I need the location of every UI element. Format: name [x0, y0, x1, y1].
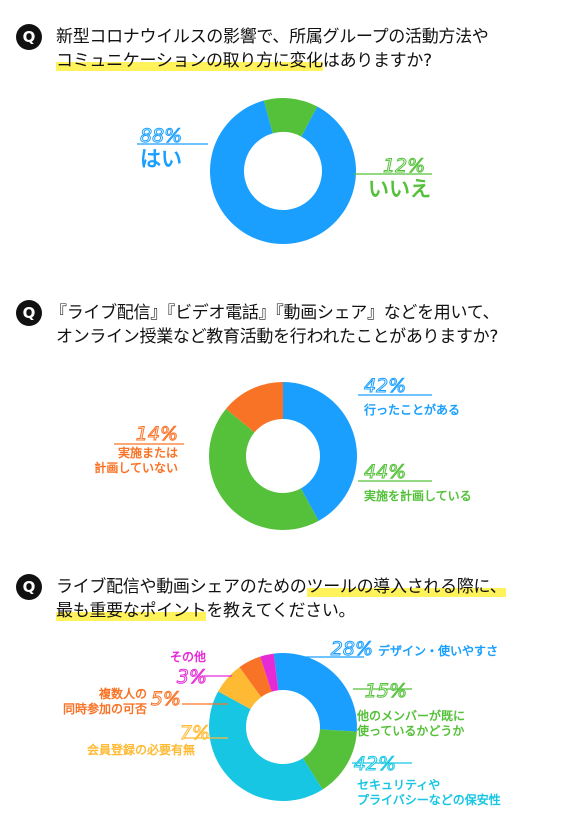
q1-highlight: コミュニケーションの取り方に変化: [56, 51, 323, 71]
q3-slice-5: [239, 656, 272, 698]
q3-percent-label-2: 15%: [365, 680, 407, 702]
q1-category-label-2: いいえ: [368, 177, 431, 201]
q3-slice-4: [218, 667, 262, 710]
q3-line1-pre: ライブ配信や動画シェアのための: [56, 577, 307, 597]
q2-category-label-1: 行ったことがある: [363, 402, 460, 417]
q2-slice-3: [225, 382, 283, 433]
q2-donut: 42% 行ったことがある 44% 実施を計画している 14%実施または計画していない: [94, 375, 472, 530]
q3-category-label-2: 他のメンバーが既に使っているかどうか: [356, 708, 465, 738]
q3-slice-1: [273, 653, 357, 732]
q3-percent-label-6: 3%: [177, 666, 207, 688]
q3-badge: Q: [16, 574, 42, 600]
q1-badge: Q: [16, 24, 42, 50]
q2-question-line2: オンライン授業など教育活動を行われたことがありますか?: [56, 327, 499, 347]
q1-percent-label-1: 88%: [140, 125, 182, 147]
q2-percent-label-3: 14%: [136, 423, 178, 445]
q3-percent-label-4: 7%: [180, 722, 210, 744]
q3-question-line1: ライブ配信や動画シェアのためのツールの導入される際に、: [56, 576, 507, 598]
q3-category-label-5: 複数人の同時参加の可否: [63, 686, 147, 716]
q3-percent-label-1: 28%: [331, 638, 373, 660]
q3-category-label-3: セキュリティやプライバシーなどの保安性: [357, 778, 501, 807]
q1-category-label-1: はい: [140, 147, 182, 171]
q1-slice-2: [263, 98, 318, 137]
q3-line2-rest: を教えてください。: [206, 601, 356, 621]
q1-question-line1: 新型コロナウイルスの影響で、所属グループの活動方法や: [56, 27, 489, 47]
q3-slice-2: [302, 729, 357, 790]
q3-percent-label-3: 42%: [354, 753, 396, 775]
q2-slice-1: [283, 382, 358, 521]
q1-slice-1: [210, 100, 356, 245]
q2-category-label-2: 実施を計画している: [364, 488, 472, 503]
q1-line2-rest: はありますか?: [322, 51, 432, 71]
q3-category-label-6: その他: [170, 649, 206, 664]
q2-category-label-3: 実施または計画していない: [94, 445, 178, 475]
q3-highlight-2: 最も重要なポイント: [56, 601, 207, 621]
q2-question-line1: 『ライブ配信』『ビデオ電話』『動画シェア』などを用いて、: [50, 303, 500, 323]
q1-percent-label-2: 12%: [383, 155, 425, 177]
q1-donut: 88%はい 12%いいえ: [137, 98, 432, 245]
q2-percent-label-2: 44%: [364, 461, 406, 483]
q1-question-line2: コミュニケーションの取り方に変化はありますか?: [56, 50, 432, 72]
q2-percent-label-1: 42%: [364, 375, 406, 397]
q2-slice-2: [209, 408, 319, 530]
q2-badge: Q: [16, 300, 42, 326]
q3-slice-6: [260, 653, 279, 692]
q3-category-label-1: デザイン・使いやすさ: [378, 643, 498, 658]
q3-category-label-4: 会員登録の必要有無: [87, 742, 195, 757]
q3-donut: 28% デザイン・使いやすさ 15% 他のメンバーが既に使っているかどうか 42% セキュ…: [63, 638, 501, 808]
q3-slice-3: [208, 691, 323, 802]
q3-question-line2: 最も重要なポイントを教えてください。: [56, 600, 356, 622]
q3-highlight-1: ツールの導入される際に、: [306, 577, 507, 597]
q3-percent-label-5: 5%: [151, 688, 181, 710]
